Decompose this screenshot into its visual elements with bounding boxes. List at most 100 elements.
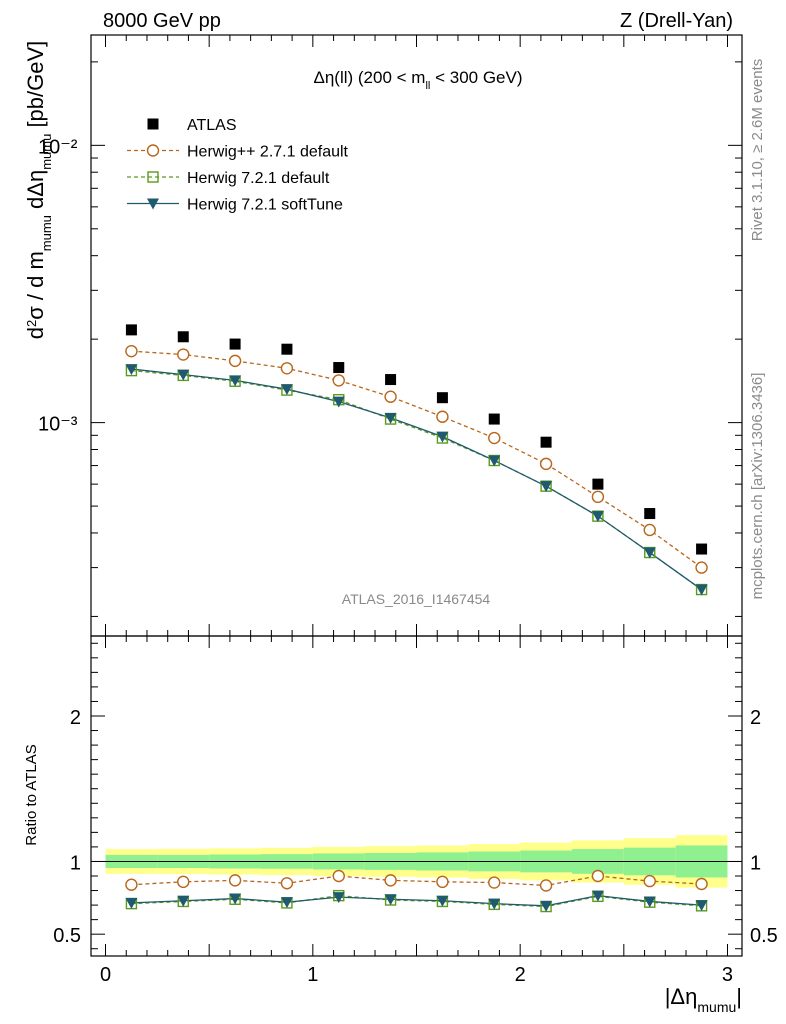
data-point — [125, 878, 138, 891]
data-point — [695, 561, 708, 574]
data-point — [384, 412, 397, 424]
data-point — [228, 354, 242, 368]
xlabel-part: |Δη — [665, 984, 698, 1009]
data-point — [384, 390, 397, 403]
x-tick-label: 0 — [100, 964, 111, 986]
xlabel-part: | — [736, 984, 742, 1009]
data-point — [384, 874, 397, 887]
series-line — [131, 894, 702, 907]
data-point — [177, 331, 189, 343]
title-part: Δη(ll) (200 < m — [313, 68, 425, 87]
mcplots-label: mcplots.cern.ch [arXiv:1306.3436] — [749, 373, 766, 600]
y-tick-label-right: 0.5 — [750, 925, 778, 947]
data-point — [125, 364, 138, 376]
y-tick-label: 10⁻² — [38, 136, 78, 158]
legend-label: Herwig 7.2.1 softTune — [187, 197, 343, 214]
title-part: ll — [425, 80, 430, 92]
data-point — [591, 490, 605, 504]
data-point — [488, 455, 501, 467]
rivet-label: Rivet 3.1.10, ≥ 2.6M events — [749, 59, 766, 242]
header-left: 8000 GeV pp — [103, 10, 221, 32]
ylabel-part: dΔη — [23, 170, 48, 215]
x-tick-label: 3 — [722, 964, 733, 986]
legend-label: Herwig 7.2.1 default — [187, 170, 330, 187]
data-point — [280, 362, 294, 375]
series-line — [131, 350, 702, 569]
series-line — [131, 875, 702, 887]
data-point — [591, 869, 605, 883]
data-point — [280, 384, 293, 396]
data-point — [591, 890, 604, 902]
ratio-uncertainty-bands — [91, 835, 742, 888]
data-point — [229, 338, 241, 350]
data-point — [229, 375, 242, 387]
x-axis-label: |Δηmumu| — [665, 984, 742, 1015]
data-point — [333, 362, 345, 374]
data-point — [488, 898, 501, 910]
title-part: < 300 GeV) — [430, 68, 522, 87]
data-point — [436, 895, 449, 907]
data-point — [177, 875, 190, 889]
data-point — [229, 893, 242, 905]
data-point — [385, 374, 397, 386]
ratio-y-label: Ratio to ATLAS — [23, 744, 40, 845]
header-right: Z (Drell-Yan) — [620, 10, 733, 32]
data-point — [332, 892, 345, 904]
y-tick-label: 1 — [70, 852, 81, 874]
data-point — [436, 410, 449, 423]
y-tick-label: 10⁻³ — [38, 414, 78, 436]
chart-title: Δη(ll) (200 < mll < 300 GeV) — [313, 68, 522, 92]
data-point — [540, 481, 553, 493]
data-point — [539, 879, 553, 892]
data-point — [644, 508, 656, 520]
data-point — [539, 457, 553, 471]
data-point — [228, 874, 242, 887]
data-point — [695, 584, 708, 596]
data-point — [280, 877, 294, 890]
data-point — [436, 875, 449, 889]
data-point — [280, 897, 293, 909]
axis-labels: 0 1 2 3 10⁻³ 10⁻² 0.5 0.5 1 1 2 2 8000 GeV pp Z (Drel… — [23, 10, 778, 1015]
data-point — [177, 369, 190, 381]
series-line — [131, 368, 702, 591]
data-point — [281, 343, 293, 355]
legend: ATLAS Herwig++ 2.7.1 default Herwig 7.2.1 … — [127, 117, 349, 214]
data-point — [332, 374, 345, 387]
data-point — [125, 344, 138, 358]
data-point — [695, 877, 708, 891]
data-point — [488, 876, 501, 889]
y-tick-label: 0.5 — [53, 925, 81, 947]
legend-label: ATLAS — [187, 117, 237, 134]
data-point — [332, 396, 345, 408]
ratio-y-label-text: Ratio to ATLAS — [23, 744, 40, 845]
data-point — [146, 144, 160, 157]
data-point — [643, 547, 656, 559]
mcplots-label-text: mcplots.cern.ch [arXiv:1306.3436] — [749, 373, 766, 600]
y-tick-label: 2 — [70, 707, 81, 729]
data-point — [540, 436, 552, 448]
data-point — [125, 324, 137, 336]
data-point — [332, 869, 345, 883]
data-point — [384, 894, 397, 906]
data-point — [436, 431, 449, 443]
y-axis-label-text: d2σ / d mmumu dΔηmumu [pb/GeV] — [23, 41, 54, 340]
data-point — [147, 171, 159, 183]
analysis-watermark: ATLAS_2016_I1467454 — [342, 591, 491, 607]
xlabel-part: mumu — [697, 999, 736, 1015]
series-line — [131, 369, 702, 591]
data-point — [125, 897, 138, 909]
data-point — [592, 478, 604, 490]
data-point — [177, 348, 190, 361]
ylabel-part: [pb/GeV] — [23, 41, 48, 134]
data-point — [147, 198, 159, 210]
data-point — [436, 392, 448, 404]
data-point — [488, 413, 500, 425]
y-tick-label-right: 1 — [750, 852, 761, 874]
data-point — [177, 895, 190, 907]
y-tick-label-right: 2 — [750, 707, 761, 729]
ratio-frame — [90, 635, 743, 957]
legend-label: Herwig++ 2.7.1 default — [187, 144, 349, 161]
ylabel-part: σ / d m — [23, 251, 48, 320]
series-line — [131, 894, 702, 908]
